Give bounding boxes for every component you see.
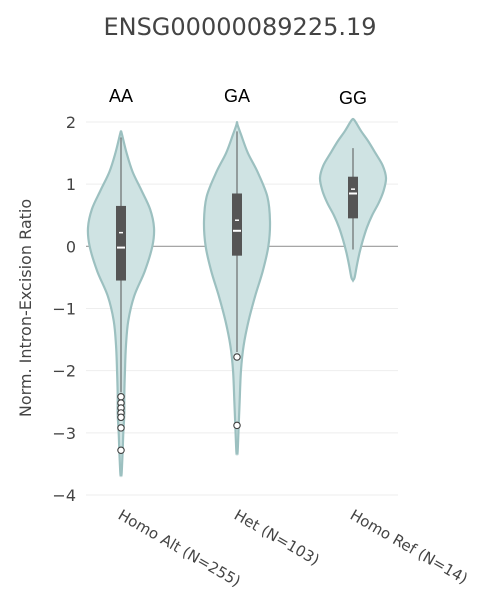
y-tick-label: 1 <box>66 175 76 194</box>
x-tick-label: Homo Alt (N=255) <box>115 506 244 591</box>
violin-group-ga: GA <box>202 86 272 456</box>
chart-title: ENSG00000089225.19 <box>103 13 376 41</box>
outlier-point <box>117 413 125 422</box>
x-axis: Homo Alt (N=255)Het (N=103) Homo Ref (N=1… <box>115 506 471 591</box>
iqr-box <box>116 205 126 281</box>
violin-group-gg: GG <box>318 88 388 283</box>
genotype-label: GG <box>339 88 367 108</box>
violin-group-aa: AA <box>86 86 156 478</box>
y-axis: 2 1 0 −1 −2 −3 −4 <box>52 113 76 505</box>
violins: AA GA GG <box>86 86 388 478</box>
y-tick-label: 2 <box>66 113 76 132</box>
y-tick-label: −3 <box>52 424 76 443</box>
iqr-box <box>232 193 242 256</box>
outlier-point <box>117 393 125 401</box>
outlier-point <box>117 424 125 432</box>
x-tick-label: Homo Ref (N=14) <box>347 506 471 588</box>
y-tick-label: −4 <box>52 486 76 505</box>
y-axis-label: Norm. Intron-Excision Ratio <box>16 199 35 417</box>
y-tick-label: 0 <box>66 237 76 256</box>
genotype-label: GA <box>224 86 250 106</box>
y-tick-label: −2 <box>52 362 76 381</box>
iqr-box <box>348 176 358 219</box>
outlier-point <box>233 421 241 430</box>
outlier-point <box>233 353 241 361</box>
genotype-label: AA <box>109 86 133 106</box>
outlier-point <box>117 446 125 454</box>
y-tick-label: −1 <box>52 300 76 319</box>
x-tick-label: Het (N=103) <box>231 506 323 569</box>
